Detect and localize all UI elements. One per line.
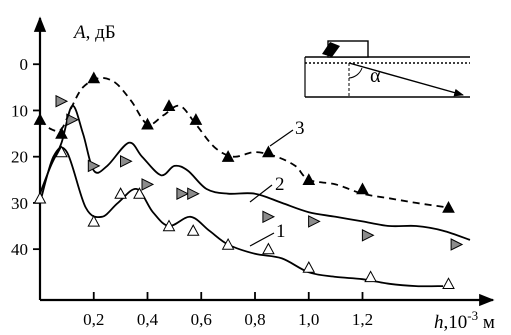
y-tick-label: 20 bbox=[11, 148, 28, 167]
series-1-point bbox=[133, 187, 146, 199]
series-3-point bbox=[221, 150, 235, 162]
series-3-point bbox=[141, 117, 154, 130]
series-3-point bbox=[302, 173, 316, 185]
series-2-point bbox=[308, 215, 321, 228]
curve-label-leader-2 bbox=[249, 184, 273, 203]
x-tick-group: 0,2 0,4 0,6 0,8 1,0 1,2 bbox=[83, 292, 373, 329]
series-2-point bbox=[120, 154, 133, 168]
series-1-point bbox=[87, 214, 101, 227]
series-1-point bbox=[221, 237, 235, 250]
series-1-point bbox=[55, 145, 68, 158]
chart-axes: 0 10 20 30 40 0,2 0,4 0,6 0,8 1,0 1,2 A, дБ h,10-… bbox=[11, 16, 495, 333]
series-1-point bbox=[162, 219, 176, 232]
series-2-point bbox=[187, 187, 200, 201]
x-tick-label: 0,8 bbox=[244, 310, 265, 329]
series-1-line bbox=[39, 146, 444, 288]
series-1-point bbox=[186, 224, 200, 236]
series-3-point bbox=[162, 99, 176, 111]
curve-label-leader-3 bbox=[269, 129, 294, 147]
series-1-point bbox=[114, 187, 127, 199]
series-layer bbox=[33, 71, 471, 289]
inset-beam-ray bbox=[348, 62, 464, 97]
y-tick-label: 40 bbox=[11, 240, 28, 259]
inset-angle-arc bbox=[348, 67, 363, 79]
series-1 bbox=[33, 145, 455, 289]
inset-transducer-element bbox=[322, 42, 340, 57]
curve-label-leader-1 bbox=[249, 232, 275, 247]
curve-label-2: 2 bbox=[275, 174, 285, 195]
series-2-point bbox=[87, 159, 101, 173]
series-2-point bbox=[262, 210, 276, 224]
series-2 bbox=[39, 94, 471, 251]
series-2-point bbox=[176, 187, 190, 201]
series-3-point bbox=[262, 145, 275, 158]
probe-inset-diagram: α bbox=[304, 40, 470, 98]
series-3-point bbox=[87, 71, 101, 84]
series-3-point bbox=[33, 113, 47, 125]
series-3-point bbox=[55, 127, 68, 139]
y-tick-label: 0 bbox=[20, 55, 29, 74]
series-2-point bbox=[55, 94, 69, 108]
x-axis-label: h,10-3 м bbox=[434, 308, 495, 333]
series-1-point bbox=[33, 191, 47, 204]
series-3-point bbox=[442, 200, 455, 213]
series-1-point bbox=[302, 261, 316, 273]
x-tick-label: 1,2 bbox=[352, 310, 373, 329]
y-tick-label: 10 bbox=[11, 101, 28, 120]
series-1-point bbox=[262, 242, 275, 255]
x-tick-label: 1,0 bbox=[298, 310, 319, 329]
series-2-point bbox=[450, 238, 464, 251]
y-axis-label: A, дБ bbox=[72, 22, 116, 43]
series-1-point bbox=[442, 277, 455, 289]
y-tick-group: 0 10 20 30 40 bbox=[11, 55, 40, 259]
series-2-point bbox=[141, 178, 155, 191]
x-tick-label: 0,4 bbox=[137, 310, 159, 329]
curve-labels: 1 2 3 bbox=[249, 118, 305, 247]
curve-label-3: 3 bbox=[295, 118, 305, 139]
series-3 bbox=[33, 71, 455, 213]
series-3-point bbox=[356, 182, 369, 195]
series-2-point bbox=[361, 228, 375, 242]
series-2-line bbox=[39, 104, 471, 241]
series-3-line bbox=[39, 77, 449, 209]
x-tick-label: 0,2 bbox=[83, 310, 104, 329]
series-1-point bbox=[364, 270, 377, 283]
inset-angle-alpha: α bbox=[370, 65, 381, 87]
curve-label-1: 1 bbox=[276, 221, 286, 242]
y-tick-label: 30 bbox=[11, 194, 28, 213]
x-tick-label: 0,6 bbox=[191, 310, 212, 329]
series-3-point bbox=[189, 113, 203, 125]
